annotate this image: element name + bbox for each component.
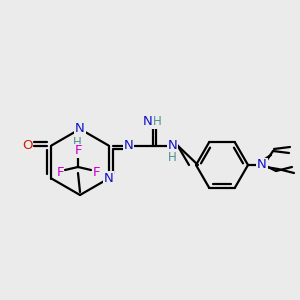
Text: N: N [104,172,113,185]
Text: N: N [75,122,85,136]
Text: H: H [153,115,162,128]
Text: F: F [74,145,82,158]
Text: N: N [124,139,134,152]
Text: H: H [73,136,81,148]
Text: H: H [168,151,177,164]
Text: O: O [22,139,33,152]
Text: N: N [257,158,267,172]
Text: N: N [143,115,152,128]
Text: F: F [56,166,64,178]
Text: F: F [92,166,100,178]
Text: N: N [168,139,178,152]
